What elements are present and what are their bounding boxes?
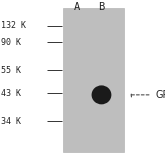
Text: 90 K: 90 K <box>1 38 21 47</box>
Text: 55 K: 55 K <box>1 66 21 75</box>
Text: 43 K: 43 K <box>1 89 21 98</box>
Text: 132 K: 132 K <box>1 21 26 30</box>
Text: 34 K: 34 K <box>1 117 21 126</box>
Text: A: A <box>74 2 80 12</box>
FancyBboxPatch shape <box>63 8 124 152</box>
Text: GP-39: GP-39 <box>156 90 165 100</box>
Ellipse shape <box>92 85 111 104</box>
Text: B: B <box>98 2 105 12</box>
